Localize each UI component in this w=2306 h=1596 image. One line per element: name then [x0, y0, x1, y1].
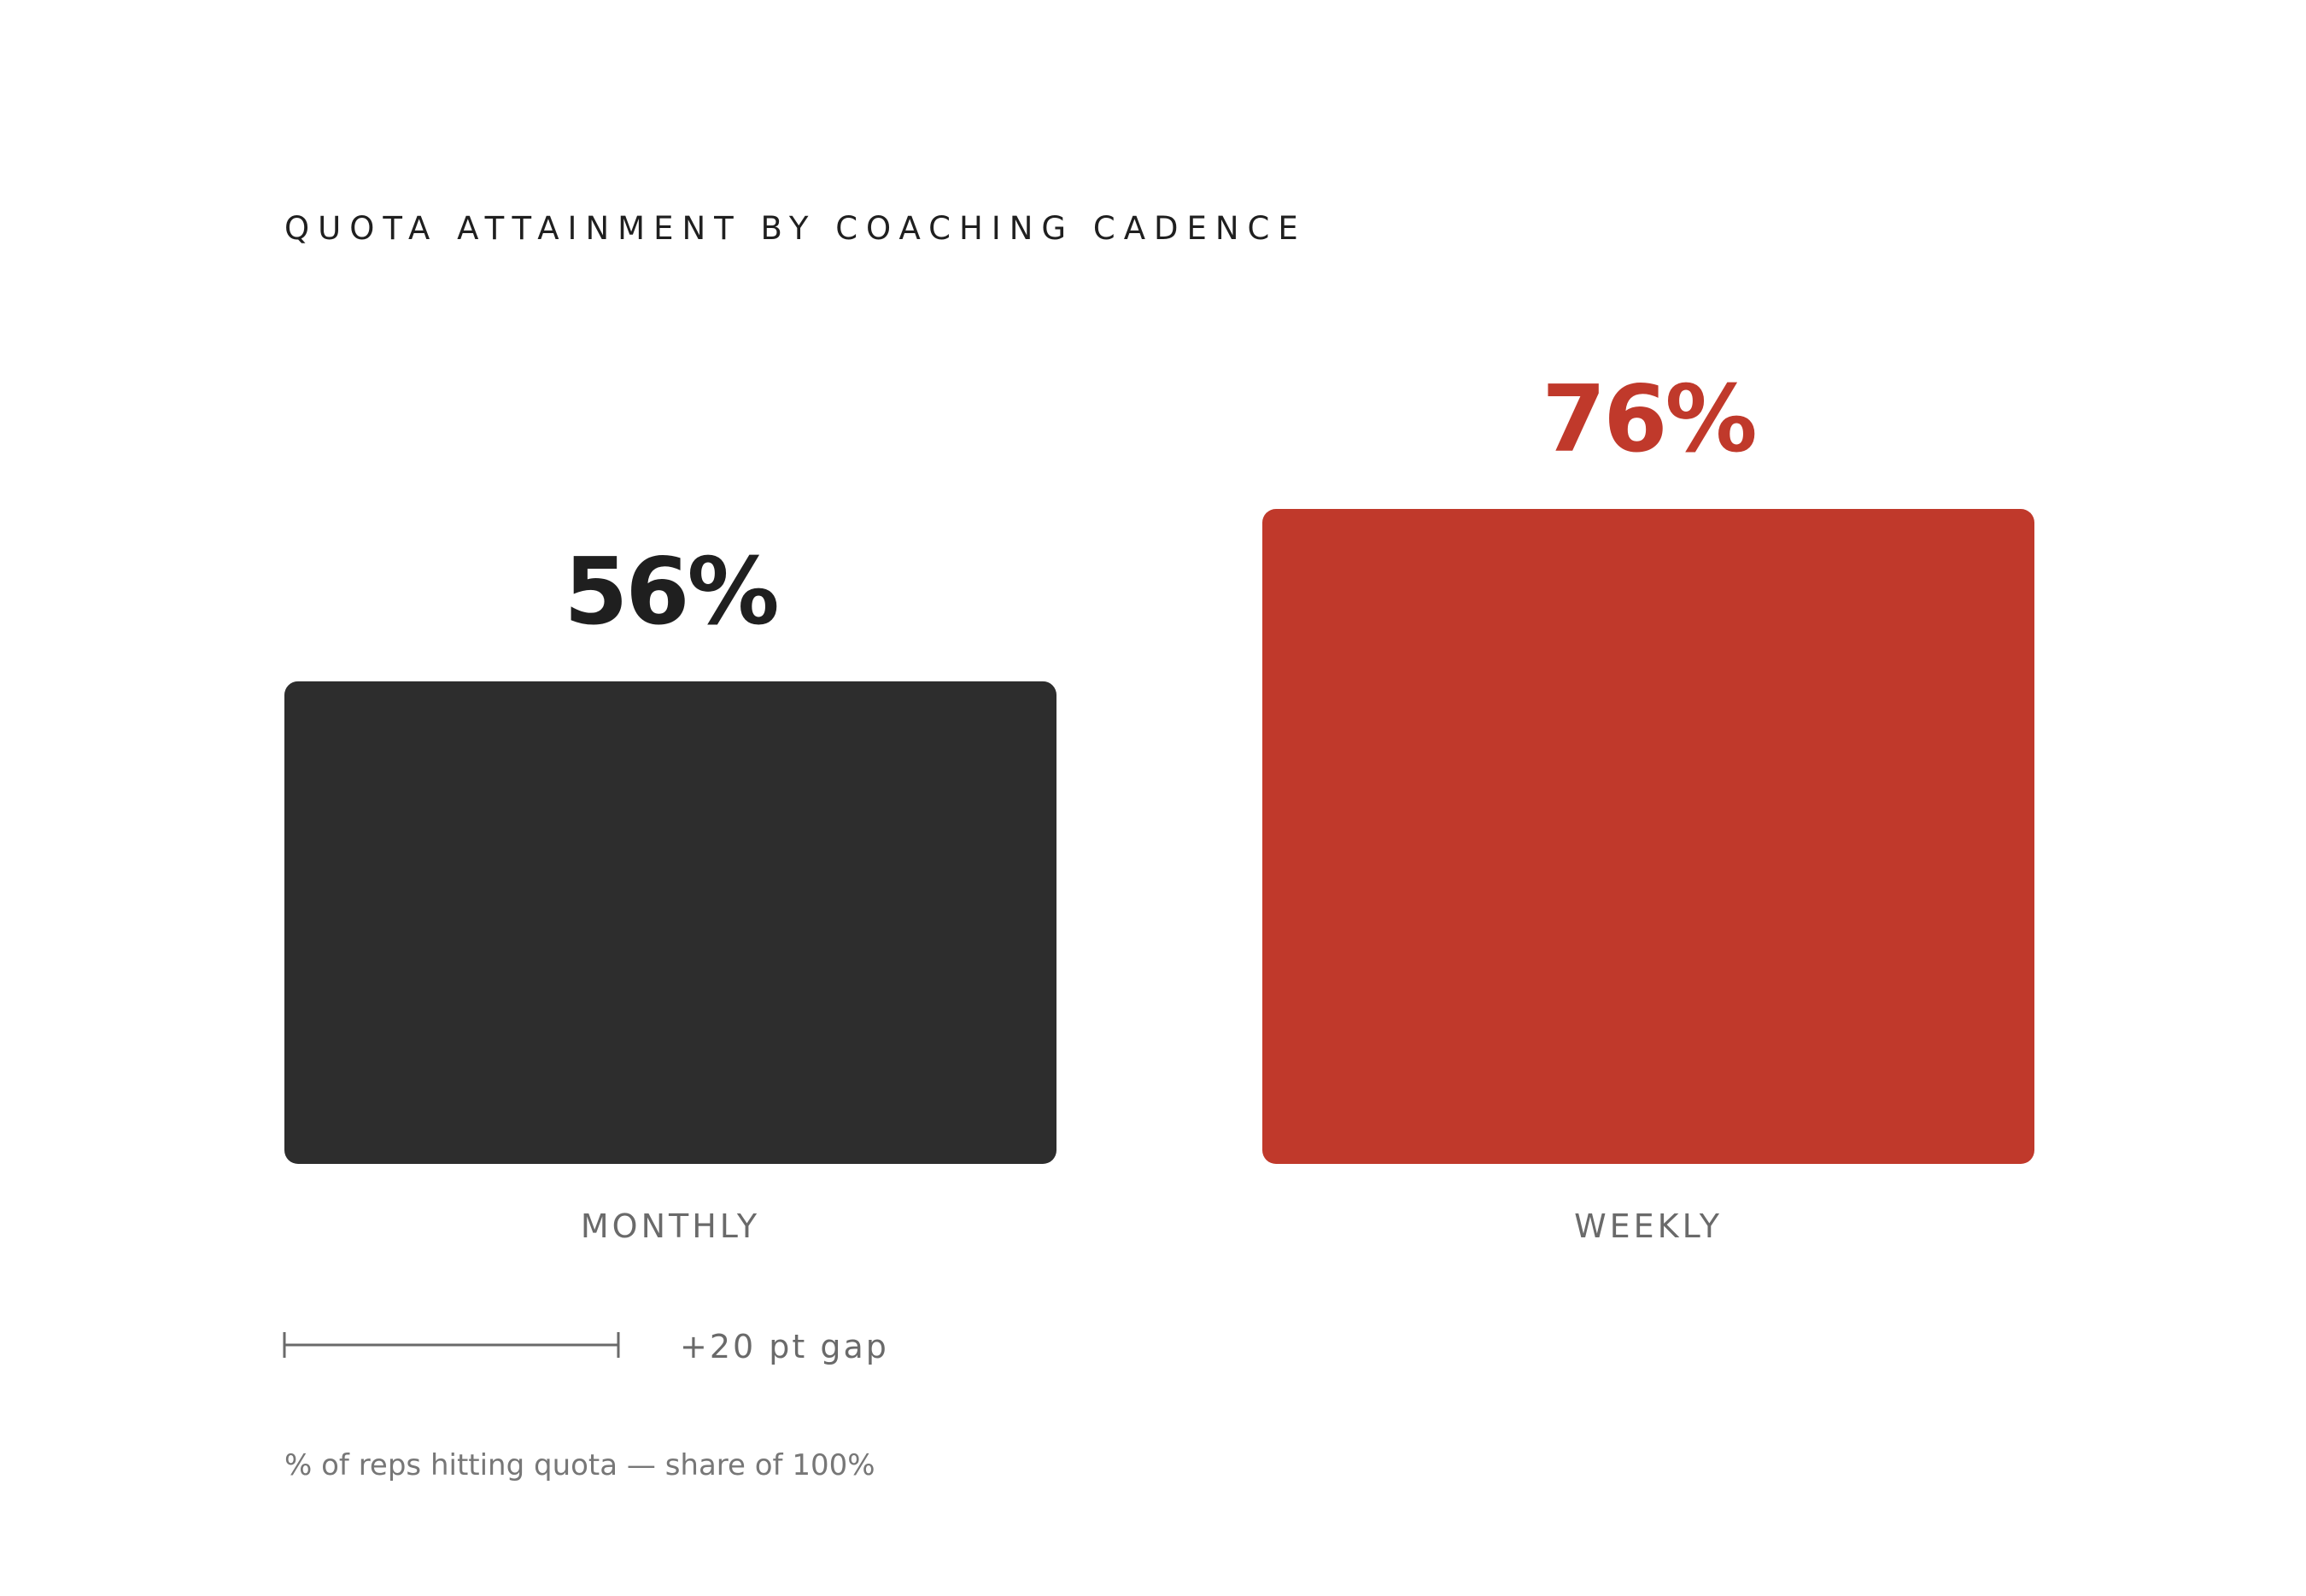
bars-group [284, 509, 2034, 1164]
chart-title: QUOTA ATTAINMENT BY COACHING CADENCE [284, 210, 1307, 247]
value-label-monthly: 56% [564, 539, 777, 646]
gap-indicator [283, 1332, 620, 1358]
bar-weekly [1262, 509, 2034, 1164]
gap-annotation: +20 pt gap [680, 1328, 889, 1365]
chart-footnote: % of reps hitting quota — share of 100% [284, 1448, 875, 1482]
value-labels-group: 56% 76% [564, 366, 1758, 646]
category-label-weekly: WEEKLY [1574, 1207, 1723, 1245]
category-labels-group: MONTHLY WEEKLY [581, 1207, 1723, 1245]
bar-monthly [284, 681, 1056, 1164]
value-label-weekly: 76% [1542, 366, 1755, 473]
category-label-monthly: MONTHLY [581, 1207, 760, 1245]
